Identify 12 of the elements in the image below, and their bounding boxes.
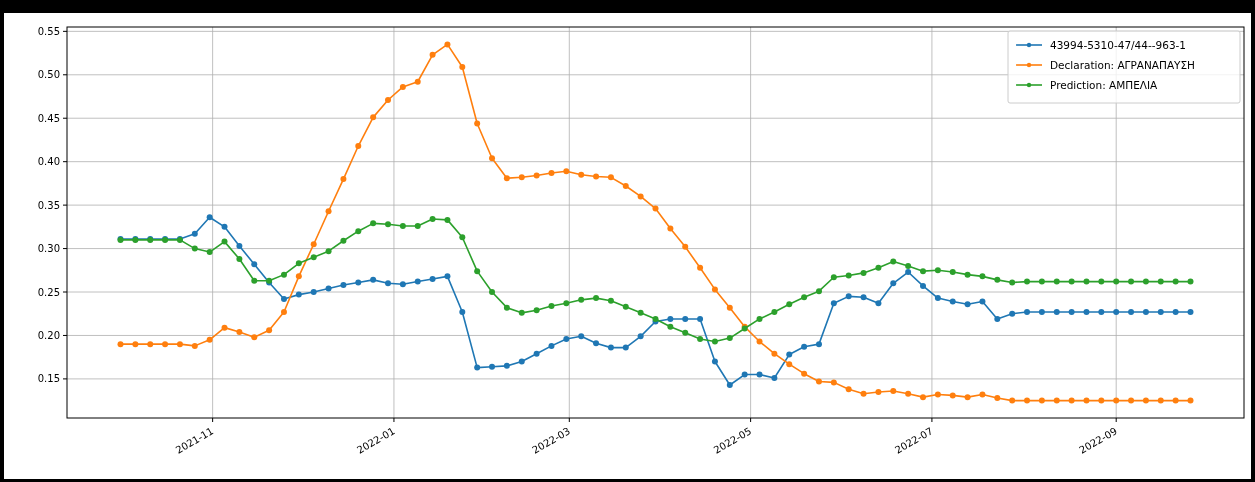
y-tick-label: 0.20 [37, 329, 60, 341]
y-tick-label: 0.25 [37, 286, 60, 298]
y-tick-label: 0.55 [37, 25, 60, 37]
y-tick-label: 0.30 [37, 243, 60, 255]
y-tick-label: 0.40 [37, 156, 60, 168]
y-tick-label: 0.35 [37, 199, 60, 211]
legend-label: Prediction: ΑΜΠΕΛΙΑ [1050, 78, 1159, 91]
legend-label: Declaration: ΑΓΡΑΝΑΠΑΥΣΗ [1050, 58, 1196, 71]
y-tick-label: 0.45 [37, 112, 60, 124]
legend-label: 43994-5310-47/44--963-1 [1050, 38, 1187, 51]
y-tick-label: 0.15 [37, 373, 60, 385]
y-tick-label: 0.50 [37, 69, 60, 81]
